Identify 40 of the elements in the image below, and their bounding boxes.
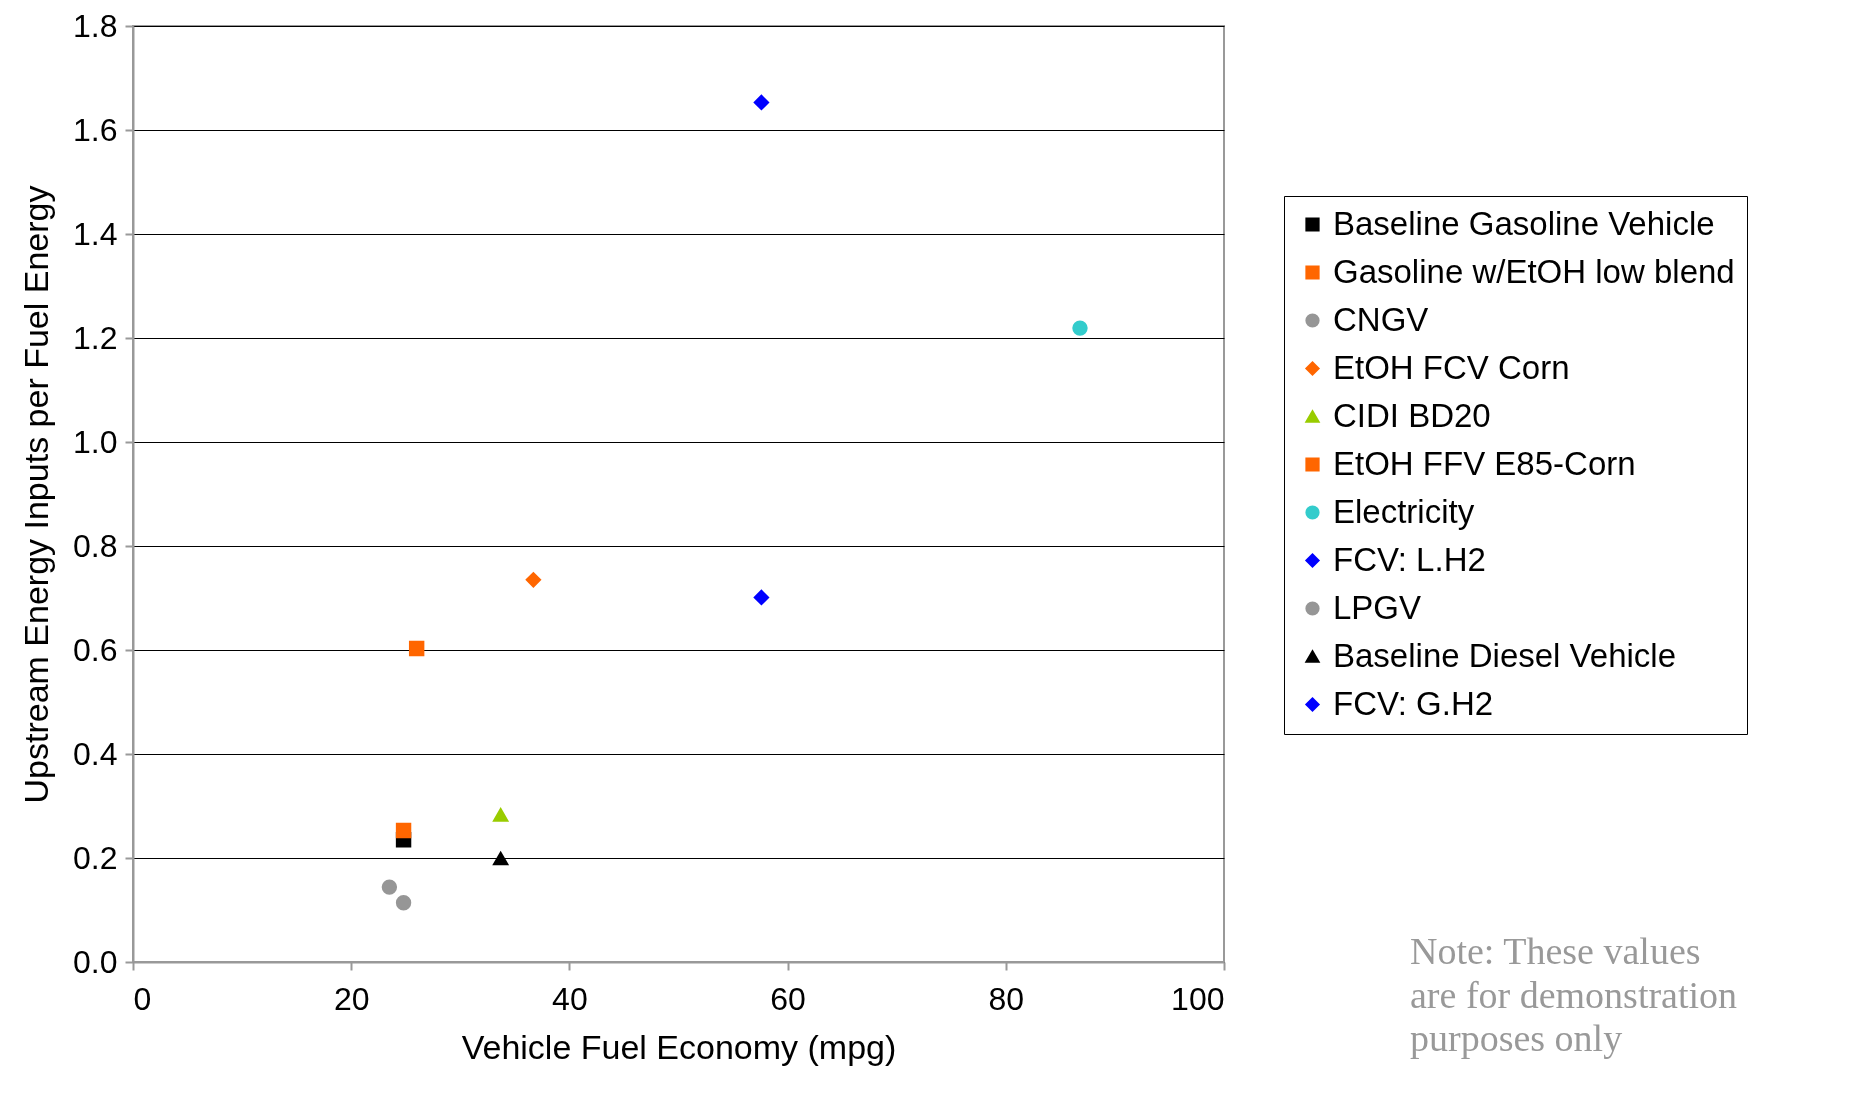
- x-axis-title: Vehicle Fuel Economy (mpg): [461, 1027, 897, 1066]
- legend-label: FCV: L.H2: [1333, 540, 1486, 578]
- point: [492, 851, 509, 866]
- point: [1072, 320, 1088, 336]
- y-tick-label: 0.8: [73, 527, 118, 564]
- point: [395, 895, 412, 911]
- point: [408, 640, 425, 657]
- point: [525, 572, 542, 588]
- point: [753, 589, 770, 606]
- y-tick-label: 0.6: [73, 631, 118, 668]
- legend-label: FCV: G.H2: [1333, 684, 1494, 722]
- x-tick-label: 100: [1171, 980, 1225, 1017]
- text: Note: These values are for demonstration purposes only: [1410, 930, 1739, 1062]
- y-tick-label: 0.0: [73, 943, 118, 980]
- point: [395, 822, 412, 839]
- x-tick-label: 80: [988, 980, 1025, 1017]
- x-tick-label: 20: [333, 980, 370, 1017]
- y-tick-label: 0.4: [73, 735, 118, 772]
- x-tick-label: 60: [770, 980, 806, 1017]
- legend-label: EtOH FCV Corn: [1333, 348, 1570, 386]
- x-tick-label: 40: [552, 980, 588, 1017]
- point: [381, 879, 398, 895]
- y-tick-label: 1.8: [73, 7, 118, 44]
- legend-label: Electricity: [1333, 492, 1475, 530]
- y-tick-label: 1.0: [73, 423, 118, 460]
- point: [492, 808, 509, 822]
- legend-label: Baseline Gasoline Vehicle: [1333, 204, 1715, 242]
- legend-label: CIDI BD20: [1333, 396, 1491, 434]
- y-tick-label: 1.6: [73, 111, 118, 148]
- legend-label: LPGV: [1333, 588, 1422, 626]
- legend-label: CNGV: [1333, 300, 1429, 338]
- y-tick-label: 1.2: [73, 319, 118, 356]
- y-tick-label: 0.2: [73, 839, 118, 876]
- point: [753, 94, 770, 111]
- y-tick-label: 1.4: [73, 215, 118, 252]
- y-axis-title: Upstream Energy Inputs per Fuel Energy: [17, 185, 56, 804]
- legend-label: EtOH FFV E85-Corn: [1333, 444, 1636, 482]
- legend-label: Gasoline w/EtOH low blend: [1333, 252, 1735, 290]
- x-tick-label: 0: [133, 980, 152, 1017]
- legend-label: Baseline Diesel Vehicle: [1333, 636, 1677, 674]
